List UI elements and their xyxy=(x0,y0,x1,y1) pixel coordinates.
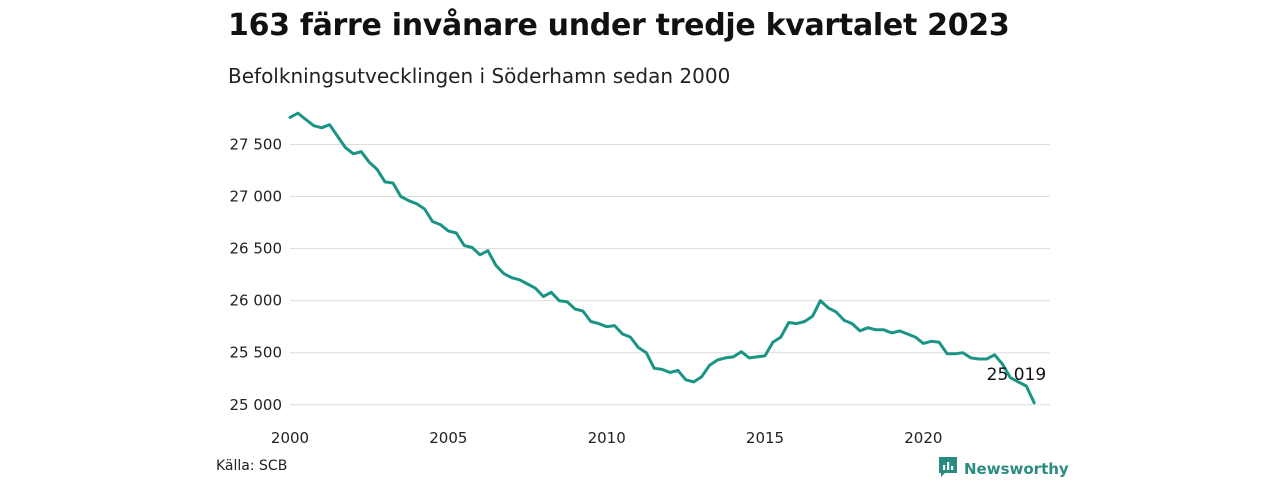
x-tick-label: 2020 xyxy=(904,429,942,447)
x-tick-label: 2010 xyxy=(588,429,626,447)
source-label: Källa: SCB xyxy=(216,458,288,474)
y-tick-label: 27 500 xyxy=(230,135,283,153)
x-tick-label: 2000 xyxy=(271,429,309,447)
annotation-layer: 25 019 xyxy=(987,365,1046,385)
grid-lines xyxy=(290,143,1050,406)
brand-name: Newsworthy xyxy=(964,460,1069,478)
series-lines xyxy=(288,111,1036,405)
brand[interactable]: Newsworthy xyxy=(938,456,1069,482)
x-axis-ticks: 2000 2005 2010 2015 2020 xyxy=(271,429,943,447)
x-tick-label: 2015 xyxy=(746,429,784,447)
end-value-label: 25 019 xyxy=(987,365,1046,385)
y-tick-label: 27 000 xyxy=(230,188,283,206)
y-tick-label: 26 500 xyxy=(230,240,283,258)
y-tick-label: 25 500 xyxy=(230,344,283,362)
x-tick-label: 2005 xyxy=(429,429,467,447)
y-tick-label: 25 000 xyxy=(230,396,283,414)
series-line xyxy=(288,111,1036,405)
page-title: 163 färre invånare under tredje kvartale… xyxy=(228,8,1010,43)
y-axis-ticks: 25 000 25 500 26 000 26 500 27 000 27 500 xyxy=(230,135,283,413)
page-subtitle: Befolkningsutvecklingen i Söderhamn seda… xyxy=(228,64,731,88)
y-tick-label: 26 000 xyxy=(230,292,283,310)
newsworthy-logo-icon xyxy=(938,456,958,482)
